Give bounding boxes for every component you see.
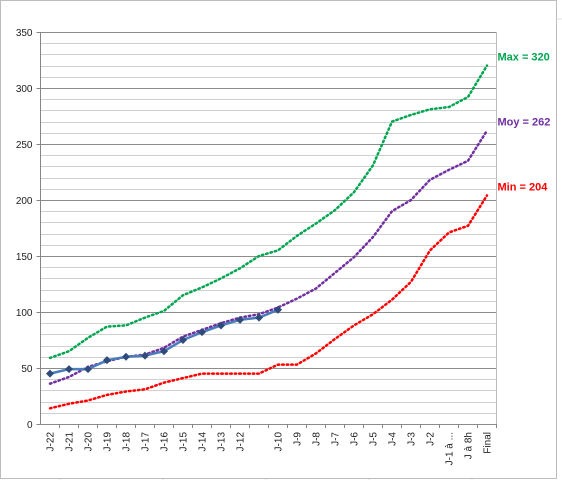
x-tick-label: J-17 — [141, 432, 152, 452]
point-marker — [103, 356, 111, 365]
annotation: Max = 320 — [498, 52, 550, 64]
point-marker — [160, 347, 168, 356]
annotation: Moy = 262 — [498, 117, 551, 129]
point-marker — [122, 352, 130, 361]
x-tick-label: J-15 — [179, 432, 190, 452]
x-tick-label: Final — [483, 432, 494, 454]
x-tick-label: J-16 — [160, 432, 171, 452]
point-marker — [198, 328, 206, 337]
series-line — [48, 64, 489, 360]
point-marker — [141, 351, 149, 360]
y-tick-label: 200 — [16, 196, 33, 207]
x-tick-label: J-12 — [236, 432, 247, 452]
series-line — [48, 194, 489, 410]
x-tick-label: J-14 — [198, 432, 209, 452]
y-tick-label: 300 — [16, 84, 33, 95]
x-tick-label: J-20 — [84, 432, 95, 452]
annotation: Min = 204 — [498, 182, 549, 194]
x-tick-label: J-8 — [312, 432, 323, 446]
point-marker — [217, 321, 225, 330]
point-marker — [46, 369, 54, 378]
y-tick-label: 100 — [16, 308, 33, 319]
x-tick-label: J à 8h — [464, 432, 475, 459]
x-tick-label: J-2 — [426, 432, 437, 446]
y-tick-label: 150 — [16, 252, 33, 263]
x-tick-label: J-3 — [407, 432, 418, 446]
y-tick-label: 50 — [21, 364, 33, 375]
point-marker — [179, 336, 187, 344]
x-tick-label: J-1 à ... — [445, 432, 456, 465]
point-marker — [65, 365, 73, 374]
point-marker — [84, 365, 92, 374]
x-tick-label: J-6 — [350, 432, 361, 446]
point-marker — [274, 305, 282, 314]
x-tick-label: J-21 — [65, 432, 76, 452]
x-tick-label: J-9 — [293, 432, 304, 446]
y-tick-label: 0 — [27, 420, 33, 431]
x-tick-label: J-13 — [217, 432, 228, 452]
x-tick-label: J-5 — [369, 432, 380, 446]
y-tick-label: 350 — [16, 28, 33, 39]
y-tick-label: 250 — [16, 140, 33, 151]
x-tick-label: J-10 — [274, 432, 285, 452]
point-marker — [236, 315, 244, 324]
point-marker — [255, 313, 263, 322]
x-tick-label: J-7 — [331, 432, 342, 446]
x-tick-label: J-19 — [103, 432, 114, 452]
plot — [46, 64, 489, 410]
x-tick-label: J-4 — [388, 432, 399, 446]
x-tick-label: J-22 — [46, 432, 57, 452]
x-tick-label: J-18 — [122, 432, 133, 452]
